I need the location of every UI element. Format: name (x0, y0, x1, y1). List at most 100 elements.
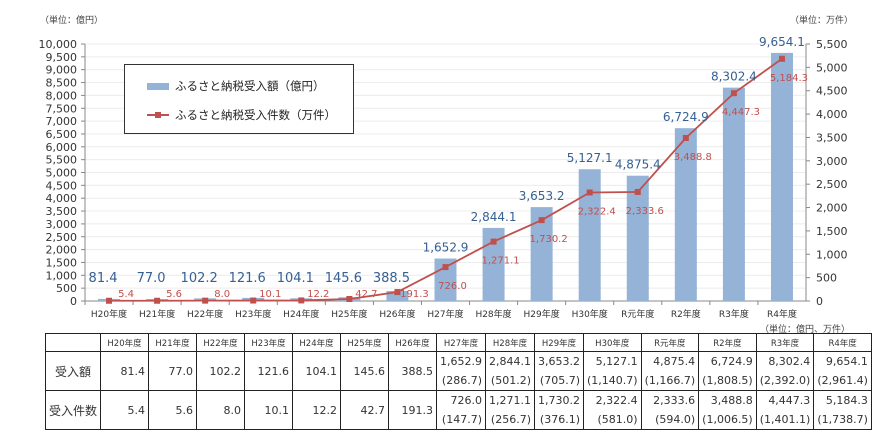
right-axis-unit: （単位：万件） (790, 16, 854, 26)
cell-sub-value: (1,006.5) (702, 413, 753, 426)
table-cell: 8,302.4 (2,392.0) (755, 351, 815, 391)
cell-value: 4,875.4 (653, 355, 696, 368)
cell-sub-value: (376.1) (539, 413, 580, 426)
table-header: H25年度 (340, 333, 389, 352)
right-tick-label: 2,500 (816, 178, 848, 191)
table-cell: 388.5 (388, 351, 437, 391)
x-tick-label: R4年度 (767, 308, 797, 320)
cell-sub-value: (594.0) (655, 413, 696, 426)
count-marker (442, 264, 449, 271)
bar-data-label: 4,875.4 (615, 158, 661, 172)
table-header: H28年度 (485, 333, 535, 352)
left-tick-label: 2,500 (46, 231, 78, 244)
table-cell: 5.4 (100, 390, 149, 430)
table-cell: 104.1 (292, 351, 341, 391)
left-tick-label: 6,500 (46, 128, 78, 141)
table-header: H21年度 (148, 333, 197, 352)
line-data-label: 5.4 (118, 289, 134, 300)
bar-data-label: 104.1 (277, 271, 314, 286)
left-tick-label: 5,500 (46, 154, 78, 167)
left-tick-label: 5,000 (46, 167, 78, 180)
left-tick-label: 7,000 (46, 115, 78, 128)
x-tick-label: H30年度 (572, 308, 608, 320)
table-header: H30年度 (583, 333, 642, 352)
line-data-label: 4,447.3 (722, 107, 760, 118)
table-row: 受入額 81.4 77.0 102.2 121.6 104.1 145.6 388.5 1,65… (45, 351, 872, 391)
bar-data-label: 388.5 (373, 271, 410, 286)
count-marker (778, 55, 785, 62)
table-cell: 121.6 (244, 351, 293, 391)
count-marker (730, 90, 737, 97)
cell-sub-value: (147.7) (441, 413, 482, 426)
cell-value: 9,654.1 (825, 355, 868, 368)
x-tick-label: H23年度 (235, 308, 271, 320)
left-tick-label: 4,000 (46, 192, 78, 205)
table-cell: 191.3 (388, 390, 437, 430)
line-data-label: 8.0 (214, 289, 230, 300)
line-data-label: 5,184.3 (770, 73, 808, 84)
table-cell: 5.6 (148, 390, 197, 430)
left-tick-label: 6,000 (46, 141, 78, 154)
bar (722, 87, 745, 301)
table-header: H22年度 (196, 333, 245, 352)
cell-sub-value: (1,808.5) (702, 374, 753, 387)
table-row: 受入件数 5.4 5.6 8.0 10.1 12.2 42.7 191.3 726.0 (147.… (45, 390, 872, 430)
count-marker (298, 297, 305, 304)
bar-data-label: 8,302.4 (711, 70, 757, 84)
table-header: H24年度 (292, 333, 341, 352)
line-data-label: 2,333.6 (626, 206, 664, 217)
row-label: 受入件数 (45, 390, 101, 430)
table-cell: 77.0 (148, 351, 197, 391)
x-tick-label: R元年度 (621, 308, 654, 320)
legend-item-amount: ふるさと納税受入額（億円） (147, 78, 325, 94)
x-tick-label: H28年度 (475, 308, 511, 320)
line-data-label: 726.0 (438, 281, 467, 292)
cell-value: 5,127.1 (595, 355, 638, 368)
legend-item-count: ふるさと納税受入件数（万件） (147, 107, 336, 123)
table-header: H26年度 (388, 333, 437, 352)
table-cell: 6,724.9 (1,808.5) (698, 351, 757, 391)
cell-value: 2,322.4 (595, 394, 638, 407)
table-cell: 1,271.1 (256.7) (485, 390, 535, 430)
table-cell: 2,322.4 (581.0) (583, 390, 642, 430)
table-header: H27年度 (436, 333, 486, 352)
cell-value: 3,488.8 (710, 394, 753, 407)
right-tick-label: 4,500 (816, 85, 848, 98)
count-marker (490, 238, 497, 245)
cell-value: 4,447.3 (768, 394, 811, 407)
left-tick-label: 1,500 (46, 256, 78, 269)
cell-value: 8,302.4 (768, 355, 811, 368)
cell-value: 3,653.2 (538, 355, 580, 368)
cell-value: 5,184.3 (825, 394, 868, 407)
line-data-label: 191.3 (400, 289, 429, 300)
left-tick-label: 500 (56, 282, 77, 295)
table-header: R2年度 (698, 333, 757, 352)
left-tick-label: 8,500 (46, 77, 78, 90)
bar (386, 291, 409, 301)
cell-sub-value: (705.7) (539, 374, 580, 387)
table-corner (45, 333, 101, 352)
legend: ふるさと納税受入額（億円） ふるさと納税受入件数（万件） (124, 64, 354, 134)
table-header: R3年度 (755, 333, 815, 352)
cell-value: 2,333.6 (653, 394, 696, 407)
table-cell: 42.7 (340, 390, 389, 430)
right-tick-label: 500 (816, 272, 837, 285)
cell-sub-value: (1,140.7) (587, 374, 638, 387)
table-cell: 4,447.3 (1,401.1) (755, 390, 815, 430)
table-cell: 145.6 (340, 351, 389, 391)
count-marker (106, 297, 113, 304)
legend-label-amount: ふるさと納税受入額（億円） (175, 79, 325, 93)
bar-data-label: 2,844.1 (471, 210, 517, 224)
line-data-label: 1,730.2 (530, 234, 568, 245)
x-tick-label: H27年度 (427, 308, 463, 320)
bar-data-label: 77.0 (137, 271, 166, 286)
line-data-label: 10.1 (259, 289, 281, 300)
x-tick-label: H21年度 (139, 308, 175, 320)
bar-data-label: 102.2 (181, 271, 218, 286)
table-cell: 3,488.8 (1,006.5) (698, 390, 757, 430)
table-cell: 5,184.3 (1,738.7) (813, 390, 872, 430)
bar-data-label: 145.6 (325, 271, 362, 286)
right-tick-label: 1,500 (816, 225, 848, 238)
cell-sub-value: (1,738.7) (817, 413, 868, 426)
table-header: H29年度 (534, 333, 584, 352)
